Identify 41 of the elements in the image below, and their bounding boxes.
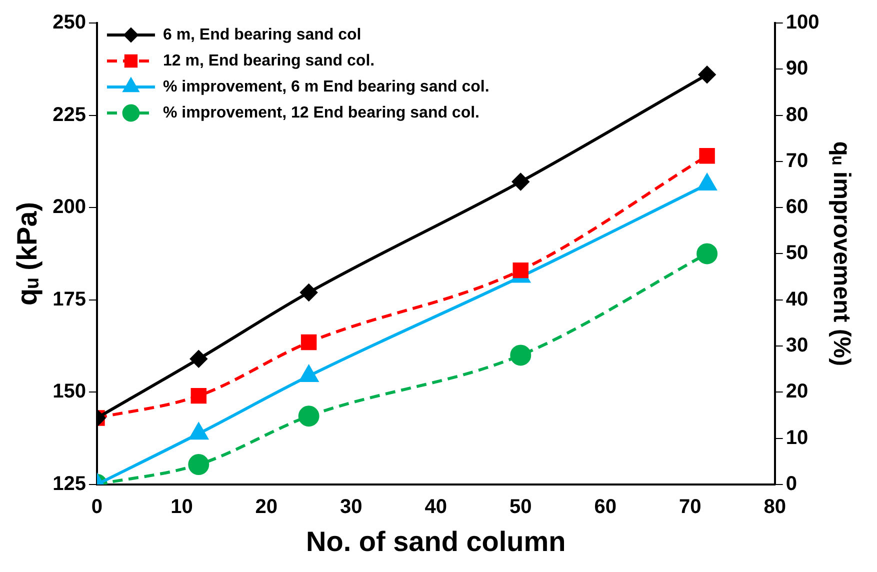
x-tick-label: 40 xyxy=(424,496,448,518)
x-axis-title: No. of sand column xyxy=(306,526,566,557)
y2-tick-label: 100 xyxy=(786,12,820,34)
y-tick-label: 200 xyxy=(52,196,86,218)
y2-tick-label: 70 xyxy=(786,150,808,172)
y-axis-title: qᵤ (kPa) xyxy=(12,202,43,306)
point xyxy=(300,334,317,350)
x-tick-label: 10 xyxy=(170,496,193,518)
point xyxy=(512,262,528,278)
x-tick-label: 80 xyxy=(764,496,786,518)
point xyxy=(190,350,208,368)
legend-label: % improvement, 12 End bearing sand col. xyxy=(162,104,480,122)
x-tick-label: 0 xyxy=(91,496,103,518)
legend-label: 6 m, End bearing sand col xyxy=(162,26,362,44)
y-tick-label: 175 xyxy=(52,288,86,310)
x-tick-label: 60 xyxy=(594,496,616,518)
y-tick-label: 225 xyxy=(52,104,86,126)
y2-tick-label: 60 xyxy=(786,196,808,218)
y2-tick-label: 30 xyxy=(786,334,808,356)
point xyxy=(512,173,530,190)
y2-tick-label: 90 xyxy=(786,58,808,80)
y-tick-label: 150 xyxy=(52,380,86,403)
y-tick-label: 125 xyxy=(52,472,86,495)
y2-tick-label: 50 xyxy=(786,242,808,264)
x-tick-label: 70 xyxy=(678,496,702,518)
y2-tick-label: 0 xyxy=(786,472,797,495)
x-tick-label: 30 xyxy=(340,496,362,518)
point xyxy=(190,388,207,404)
y2-tick-label: 40 xyxy=(786,288,808,310)
y-tick-label: 250 xyxy=(52,12,86,34)
legend-label: % improvement, 6 m End bearing sand col. xyxy=(162,78,490,96)
legend-label: 12 m, End bearing sand col. xyxy=(162,52,375,70)
x-tick-label: 50 xyxy=(510,496,532,518)
y2-tick-label: 20 xyxy=(786,380,808,403)
y2-tick-label: 10 xyxy=(786,426,808,449)
point xyxy=(699,148,715,164)
point xyxy=(698,66,716,84)
x-tick-label: 20 xyxy=(255,496,278,518)
y2-axis-title: qᵤ improvement (%) xyxy=(828,141,855,366)
point xyxy=(300,284,318,301)
y2-tick-label: 80 xyxy=(786,104,808,126)
